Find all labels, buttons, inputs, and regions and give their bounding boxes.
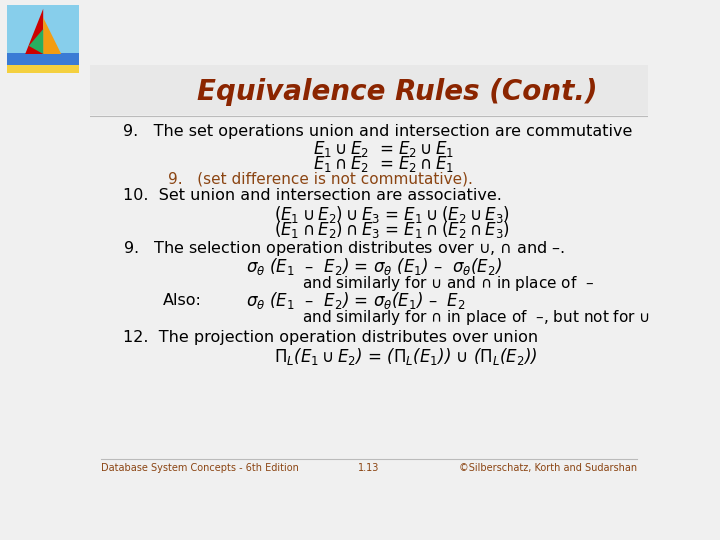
Text: 9.   The set operations union and intersection are commutative: 9. The set operations union and intersec… xyxy=(124,124,633,139)
Bar xyxy=(7,52,79,66)
Text: and similarly for $\cap$ in place of  –, but not for $\cup$: and similarly for $\cap$ in place of –, … xyxy=(302,308,650,327)
Bar xyxy=(7,65,79,73)
Bar xyxy=(90,65,648,114)
Text: $E_1 \cup E_2$  = $E_2 \cup E_1$: $E_1 \cup E_2$ = $E_2 \cup E_1$ xyxy=(313,139,454,159)
Text: 9.   (set difference is not commutative).: 9. (set difference is not commutative). xyxy=(168,171,473,186)
Text: $E_1 \cap E_2$  = $E_2 \cap E_1$: $E_1 \cap E_2$ = $E_2 \cap E_1$ xyxy=(313,154,454,174)
Text: 10.  Set union and intersection are associative.: 10. Set union and intersection are assoc… xyxy=(124,188,503,203)
Polygon shape xyxy=(43,17,61,54)
Text: Database System Concepts - 6th Edition: Database System Concepts - 6th Edition xyxy=(101,463,299,473)
Text: and similarly for $\cup$ and $\cap$ in place of  –: and similarly for $\cup$ and $\cap$ in p… xyxy=(302,274,594,293)
Bar xyxy=(7,5,79,54)
Polygon shape xyxy=(29,29,43,54)
Text: $(E_1 \cup E_2) \cup E_3$ = $E_1 \cup (E_2 \cup E_3)$: $(E_1 \cup E_2) \cup E_3$ = $E_1 \cup (E… xyxy=(274,204,510,225)
Text: ©Silberschatz, Korth and Sudarshan: ©Silberschatz, Korth and Sudarshan xyxy=(459,463,637,473)
Text: 1.13: 1.13 xyxy=(359,463,379,473)
Text: Equivalence Rules (Cont.): Equivalence Rules (Cont.) xyxy=(197,78,597,106)
Text: Also:: Also: xyxy=(163,293,202,308)
Text: 9.   The selection operation distributes over $\cup$, $\cap$ and –.: 9. The selection operation distributes o… xyxy=(124,239,566,258)
Polygon shape xyxy=(25,9,43,54)
Text: $\sigma_\theta$ ($E_1$  –  $E_2$) = $\sigma_\theta$($E_1$) –  $E_2$: $\sigma_\theta$ ($E_1$ – $E_2$) = $\sigm… xyxy=(246,291,466,312)
Text: $\sigma_\theta$ ($E_1$  –  $E_2$) = $\sigma_\theta$ ($E_1$) –  $\sigma_\theta$($: $\sigma_\theta$ ($E_1$ – $E_2$) = $\sigm… xyxy=(246,256,503,278)
Text: $(E_1 \cap E_2) \cap E_3$ = $E_1 \cap (E_2 \cap E_3)$: $(E_1 \cap E_2) \cap E_3$ = $E_1 \cap (E… xyxy=(274,219,510,240)
Text: 12.  The projection operation distributes over union: 12. The projection operation distributes… xyxy=(124,329,539,345)
Text: $\Pi_L$($E_1 \cup E_2$) = ($\Pi_L$($E_1$)) $\cup$ ($\Pi_L$($E_2$)): $\Pi_L$($E_1 \cup E_2$) = ($\Pi_L$($E_1$… xyxy=(274,346,538,367)
